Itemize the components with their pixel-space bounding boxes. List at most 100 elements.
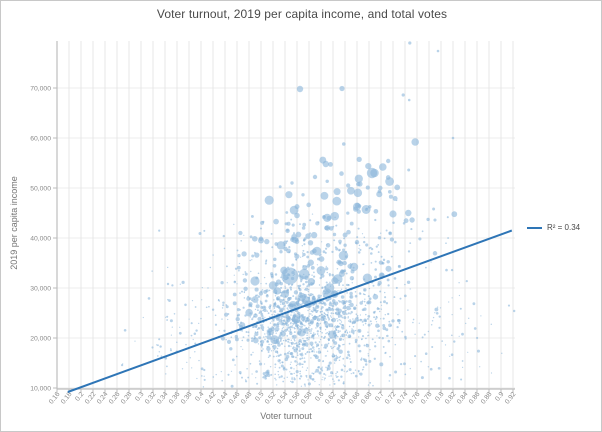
data-point[interactable]: [361, 233, 364, 235]
data-point[interactable]: [278, 306, 281, 310]
data-point[interactable]: [274, 273, 278, 276]
data-point[interactable]: [285, 368, 288, 371]
data-point[interactable]: [230, 370, 233, 372]
data-point[interactable]: [330, 371, 334, 375]
data-point[interactable]: [501, 352, 503, 354]
data-point[interactable]: [176, 341, 178, 344]
data-point[interactable]: [243, 291, 245, 294]
data-point[interactable]: [290, 345, 292, 347]
data-point[interactable]: [268, 316, 271, 318]
data-point[interactable]: [272, 344, 277, 350]
data-point[interactable]: [264, 338, 266, 341]
data-point[interactable]: [340, 295, 345, 299]
data-point[interactable]: [362, 324, 365, 326]
data-point[interactable]: [377, 329, 380, 333]
data-point[interactable]: [332, 196, 342, 206]
data-point[interactable]: [335, 329, 338, 331]
data-point[interactable]: [306, 334, 308, 337]
data-point[interactable]: [305, 369, 308, 371]
data-point[interactable]: [359, 248, 362, 251]
data-point[interactable]: [382, 317, 385, 320]
data-point[interactable]: [151, 346, 154, 349]
data-point[interactable]: [385, 302, 389, 305]
data-point[interactable]: [272, 345, 274, 348]
data-point[interactable]: [340, 319, 342, 321]
data-point[interactable]: [281, 317, 283, 319]
data-point[interactable]: [302, 222, 307, 227]
data-point[interactable]: [251, 337, 254, 340]
data-point[interactable]: [323, 321, 327, 324]
data-point[interactable]: [372, 294, 379, 300]
data-point[interactable]: [341, 324, 344, 327]
data-point[interactable]: [302, 252, 306, 257]
data-point[interactable]: [335, 304, 337, 307]
data-point[interactable]: [270, 232, 273, 235]
data-point[interactable]: [350, 329, 355, 334]
data-point[interactable]: [264, 371, 268, 374]
data-point[interactable]: [315, 327, 317, 329]
data-point[interactable]: [401, 93, 405, 97]
data-point[interactable]: [257, 295, 261, 298]
data-point[interactable]: [214, 314, 217, 317]
data-point[interactable]: [318, 347, 320, 350]
data-point[interactable]: [271, 320, 273, 322]
data-point[interactable]: [303, 343, 305, 346]
data-point[interactable]: [349, 361, 352, 363]
data-point[interactable]: [322, 360, 324, 363]
data-point[interactable]: [186, 361, 188, 364]
data-point[interactable]: [294, 253, 300, 259]
data-point[interactable]: [338, 318, 341, 321]
data-point[interactable]: [325, 265, 327, 268]
data-point[interactable]: [325, 332, 327, 335]
data-point[interactable]: [292, 323, 295, 325]
data-point[interactable]: [289, 342, 291, 344]
data-point[interactable]: [237, 253, 241, 258]
data-point[interactable]: [363, 293, 365, 296]
data-point[interactable]: [361, 205, 371, 214]
data-point[interactable]: [342, 382, 345, 385]
data-point[interactable]: [324, 315, 327, 318]
data-point[interactable]: [302, 283, 305, 286]
data-point[interactable]: [380, 232, 382, 234]
data-point[interactable]: [309, 324, 311, 327]
data-point[interactable]: [318, 256, 325, 262]
data-point[interactable]: [201, 287, 203, 289]
data-point[interactable]: [326, 271, 328, 274]
data-point[interactable]: [406, 280, 411, 285]
data-point[interactable]: [254, 294, 257, 297]
data-point[interactable]: [449, 355, 451, 357]
data-point[interactable]: [258, 327, 260, 329]
data-point[interactable]: [332, 308, 335, 311]
data-point[interactable]: [297, 270, 300, 273]
data-point[interactable]: [275, 279, 282, 285]
data-point[interactable]: [322, 376, 324, 378]
data-point[interactable]: [388, 373, 392, 377]
data-point[interactable]: [435, 311, 439, 315]
data-point[interactable]: [377, 283, 381, 287]
data-point[interactable]: [293, 331, 296, 334]
data-point[interactable]: [345, 287, 347, 290]
data-point[interactable]: [461, 366, 464, 369]
data-point[interactable]: [245, 380, 248, 383]
data-point[interactable]: [158, 229, 161, 232]
data-point[interactable]: [254, 313, 257, 316]
data-point[interactable]: [366, 301, 370, 305]
data-point[interactable]: [309, 376, 312, 379]
data-point[interactable]: [327, 299, 330, 302]
data-point[interactable]: [338, 359, 341, 362]
data-point[interactable]: [354, 338, 358, 342]
data-point[interactable]: [294, 342, 296, 345]
data-point[interactable]: [378, 308, 381, 310]
data-point[interactable]: [387, 312, 390, 316]
data-point[interactable]: [425, 266, 427, 269]
data-point[interactable]: [348, 368, 352, 372]
data-point[interactable]: [342, 232, 348, 238]
data-point[interactable]: [312, 174, 318, 180]
data-point[interactable]: [286, 338, 289, 341]
data-point[interactable]: [339, 355, 341, 358]
data-point[interactable]: [320, 295, 323, 297]
data-point[interactable]: [227, 318, 229, 321]
data-point[interactable]: [223, 329, 226, 332]
data-point[interactable]: [327, 338, 329, 340]
data-point[interactable]: [307, 382, 311, 386]
